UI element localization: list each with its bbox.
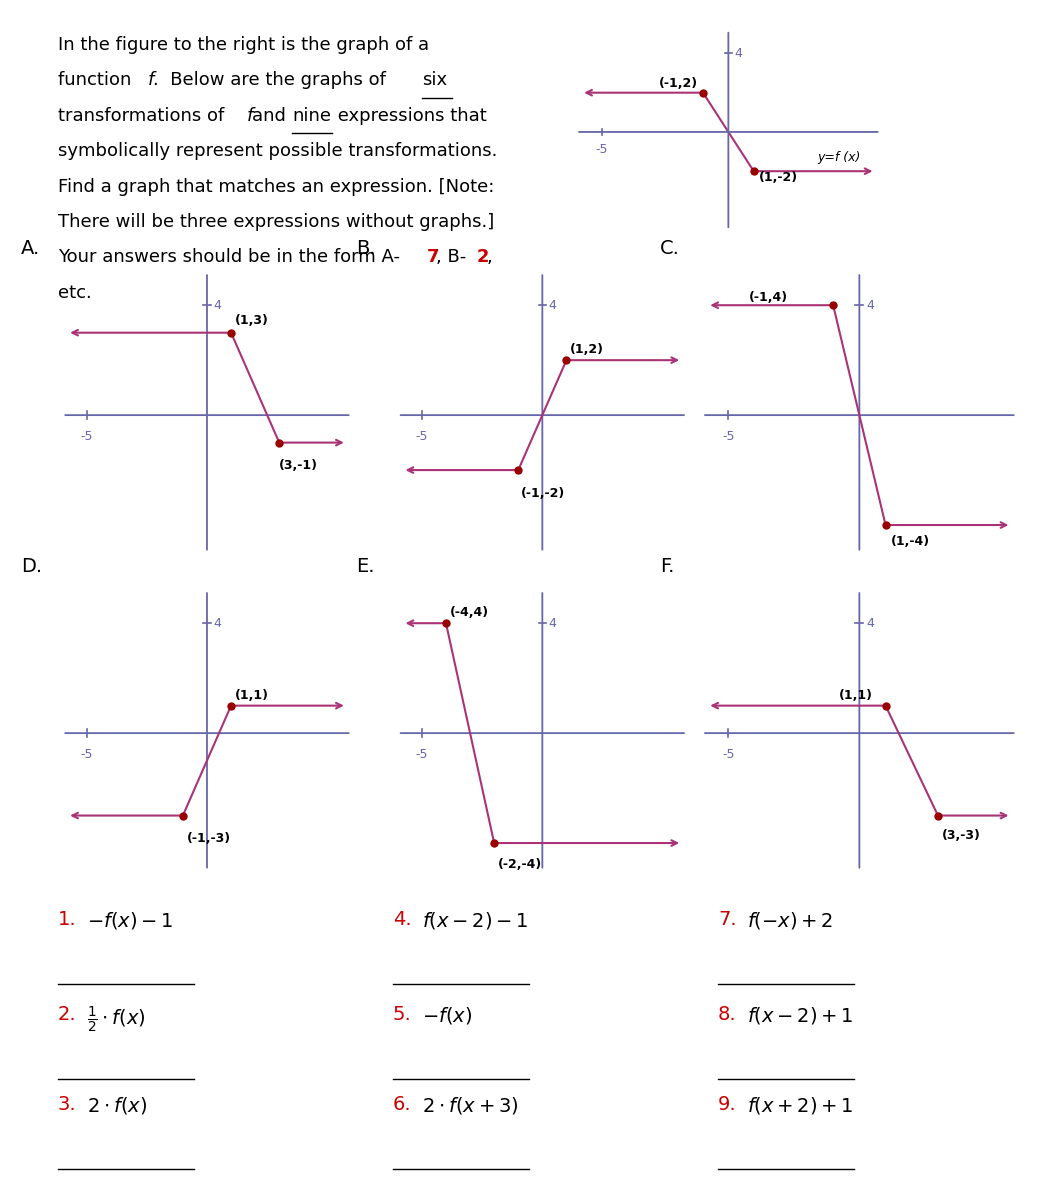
Text: Find a graph that matches an expression. [Note:: Find a graph that matches an expression.… (58, 178, 494, 196)
Text: Your answers should be in the form A-: Your answers should be in the form A- (58, 248, 399, 266)
Text: $f(-x)+2$: $f(-x)+2$ (747, 910, 833, 931)
Text: .  Below are the graphs of: . Below are the graphs of (153, 72, 392, 90)
Text: (1,1): (1,1) (235, 689, 268, 702)
Text: ,: , (486, 248, 492, 266)
Text: , B-: , B- (436, 248, 466, 266)
Text: 4: 4 (866, 617, 874, 630)
Text: (1,2): (1,2) (570, 343, 604, 356)
Text: six: six (422, 72, 447, 90)
Text: y=f (x): y=f (x) (817, 151, 860, 164)
Text: In the figure to the right is the graph of a: In the figure to the right is the graph … (58, 36, 429, 54)
Text: $2\cdot f(x)$: $2\cdot f(x)$ (87, 1094, 147, 1116)
Text: f: f (148, 72, 154, 90)
Text: 7.: 7. (718, 910, 737, 929)
Text: $-f(x)$: $-f(x)$ (422, 1006, 473, 1026)
Text: expressions that: expressions that (332, 107, 487, 125)
Text: 1.: 1. (58, 910, 77, 929)
Text: A.: A. (21, 239, 40, 258)
Text: (3,-1): (3,-1) (279, 460, 319, 472)
Text: 4: 4 (213, 617, 221, 630)
Text: 6.: 6. (393, 1094, 412, 1114)
Text: 9.: 9. (718, 1094, 737, 1114)
Text: f: f (247, 107, 254, 125)
Text: D.: D. (21, 557, 42, 576)
Text: nine: nine (292, 107, 331, 125)
Text: -5: -5 (81, 431, 93, 443)
Text: There will be three expressions without graphs.]: There will be three expressions without … (58, 214, 494, 230)
Text: 4: 4 (866, 299, 874, 312)
Text: (-1,2): (-1,2) (659, 77, 698, 90)
Text: 2.: 2. (58, 1006, 77, 1024)
Text: (-1,-3): (-1,-3) (187, 832, 231, 845)
Text: -5: -5 (595, 143, 608, 156)
Text: 2: 2 (476, 248, 488, 266)
Text: C.: C. (660, 239, 680, 258)
Text: -5: -5 (81, 749, 93, 761)
Text: 4.: 4. (393, 910, 412, 929)
Text: $\frac{1}{2}\cdot f(x)$: $\frac{1}{2}\cdot f(x)$ (87, 1006, 146, 1036)
Text: -5: -5 (416, 749, 429, 761)
Text: symbolically represent possible transformations.: symbolically represent possible transfor… (58, 142, 497, 160)
Text: (-1,-2): (-1,-2) (521, 486, 565, 499)
Text: F.: F. (660, 557, 675, 576)
Text: 4: 4 (735, 47, 743, 60)
Text: etc.: etc. (58, 284, 91, 302)
Text: (1,1): (1,1) (838, 689, 872, 702)
Text: 5.: 5. (393, 1006, 412, 1024)
Text: 4: 4 (548, 299, 556, 312)
Text: 7: 7 (427, 248, 439, 266)
Text: (1,-4): (1,-4) (891, 535, 930, 547)
Text: B.: B. (356, 239, 376, 258)
Text: (-2,-4): (-2,-4) (498, 858, 542, 871)
Text: function: function (58, 72, 137, 90)
Text: E.: E. (356, 557, 375, 576)
Text: -5: -5 (722, 749, 735, 761)
Text: (-1,4): (-1,4) (749, 290, 788, 304)
Text: $-f(x)-1$: $-f(x)-1$ (87, 910, 174, 931)
Text: 4: 4 (213, 299, 221, 312)
Text: transformations of: transformations of (58, 107, 230, 125)
Text: 3.: 3. (58, 1094, 77, 1114)
Text: $f(x-2)-1$: $f(x-2)-1$ (422, 910, 529, 931)
Text: (-4,4): (-4,4) (450, 606, 488, 619)
Text: (1,-2): (1,-2) (759, 172, 798, 184)
Text: 4: 4 (548, 617, 556, 630)
Text: 8.: 8. (718, 1006, 737, 1024)
Text: (3,-3): (3,-3) (942, 829, 981, 842)
Text: -5: -5 (416, 431, 429, 443)
Text: (1,3): (1,3) (235, 314, 268, 328)
Text: $2\cdot f(x+3)$: $2\cdot f(x+3)$ (422, 1094, 519, 1116)
Text: -5: -5 (722, 431, 735, 443)
Text: and: and (253, 107, 292, 125)
Text: $f(x-2)+1$: $f(x-2)+1$ (747, 1006, 854, 1026)
Text: $f(x+2)+1$: $f(x+2)+1$ (747, 1094, 854, 1116)
